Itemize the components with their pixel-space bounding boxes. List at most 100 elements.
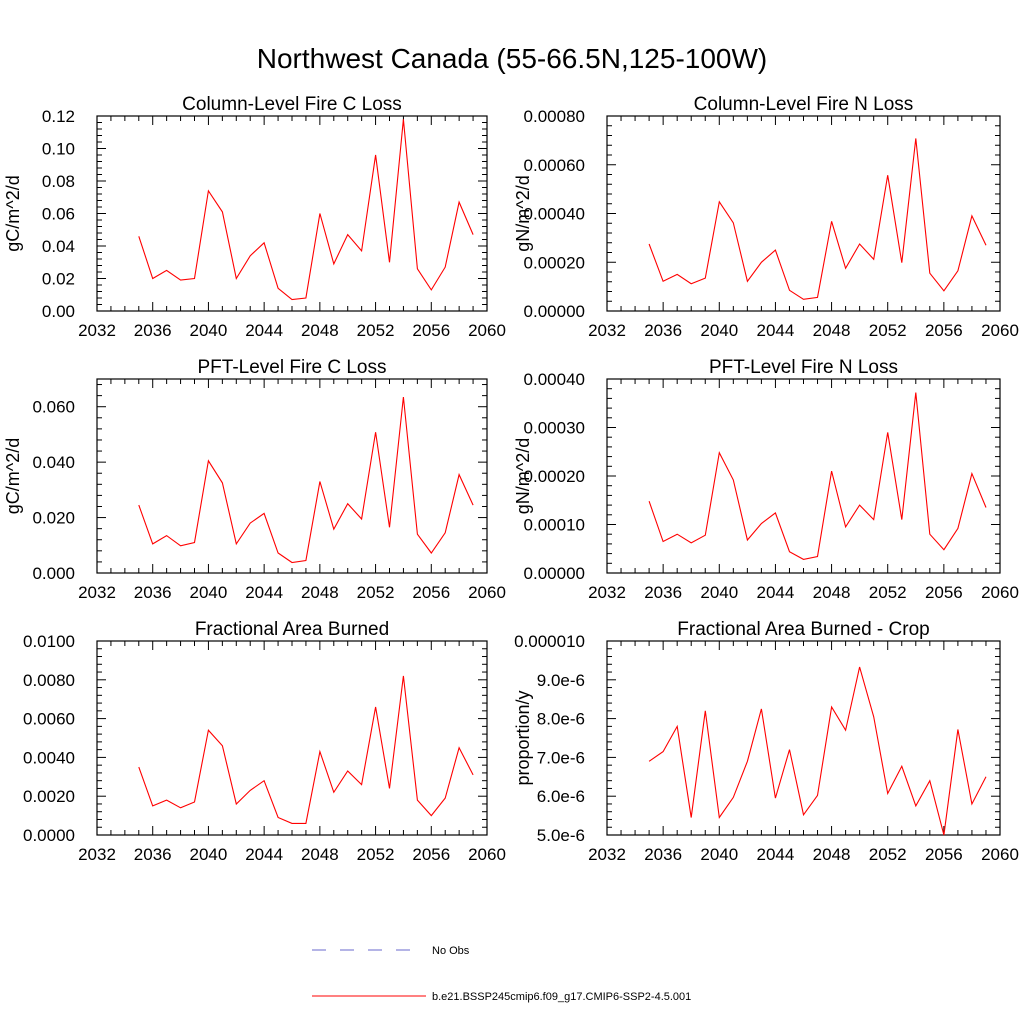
x-tick-label: 2048 [301,321,339,340]
chart-panel-3: PFT-Level Fire C Loss 2032 2036 2040 2044 204… [3,357,506,602]
y-tick-label: 7.0e-6 [537,748,585,767]
x-tick-label: 2036 [644,321,682,340]
chart-panel-5: Fractional Area Burned 2032 2036 2040 2044 20… [23,619,506,864]
x-tick-label: 2052 [357,321,395,340]
series-line [138,675,474,824]
x-tick-label: 2044 [245,321,283,340]
panel-title: Column-Level Fire C Loss [182,94,402,115]
y-tick-label: 0.00040 [524,370,585,389]
y-axis-title: gC/m^2/d [3,175,23,251]
x-tick-label: 2032 [588,321,626,340]
x-tick-label: 2060 [468,845,506,864]
x-tick-label: 2056 [925,845,963,864]
x-tick-label: 2044 [757,321,795,340]
chart-panel-2: Column-Level Fire N Loss 2032 2036 2040 2044… [513,94,1019,340]
y-tick-label: 0.00040 [524,205,585,224]
x-tick-label: 2044 [757,845,795,864]
y-tick-label: 0.060 [32,398,75,417]
x-tick-label: 2060 [981,583,1019,602]
y-tick-label: 0.00010 [524,516,585,535]
x-tick-label: 2048 [301,583,339,602]
y-tick-label: 0.06 [42,205,75,224]
x-tick-label: 2060 [468,583,506,602]
series-line [648,392,987,560]
x-tick-label: 2056 [412,845,450,864]
y-tick-label: 0.00 [42,302,75,321]
y-tick-label: 0.00000 [524,564,585,583]
y-axis-title: gC/m^2/d [3,438,23,514]
x-tick-label: 2044 [245,583,283,602]
y-tick-label: 0.0020 [23,787,75,806]
legend: No Obs b.e21.BSSP245cmip6.f09_g17.CMIP6-… [312,945,691,1003]
y-tick-label: 0.00080 [524,107,585,126]
panels: Column-Level Fire C Loss 2032 2036 2040 2044… [3,94,1019,864]
x-tick-label: 2048 [813,583,851,602]
y-tick-label: 0.000 [32,564,75,583]
y-tick-label: 0.00000 [524,302,585,321]
x-tick-label: 2032 [78,583,116,602]
x-tick-label: 2036 [134,321,172,340]
y-tick-label: 6.0e-6 [537,787,585,806]
legend-label-model: b.e21.BSSP245cmip6.f09_g17.CMIP6-SSP2-4.… [432,991,691,1003]
series-line [648,138,987,300]
y-tick-label: 0.040 [32,453,75,472]
x-tick-label: 2052 [869,845,907,864]
x-tick-label: 2052 [357,583,395,602]
x-tick-label: 2036 [644,583,682,602]
chart-panel-1: Column-Level Fire C Loss 2032 2036 2040 2044… [3,94,506,340]
y-tick-label: 0.0040 [23,748,75,767]
y-axis-title: gN/m^2/d [513,438,533,514]
y-tick-label: 0.00020 [524,467,585,486]
figure-title: Northwest Canada (55-66.5N,125-100W) [257,43,767,74]
y-tick-label: 0.0100 [23,632,75,651]
x-tick-label: 2056 [925,583,963,602]
y-tick-label: 5.0e-6 [537,826,585,845]
y-tick-label: 0.020 [32,509,75,528]
y-tick-label: 9.0e-6 [537,671,585,690]
x-tick-label: 2040 [190,321,228,340]
x-tick-label: 2052 [869,583,907,602]
y-axis-title: proportion/y [513,690,533,785]
chart-panel-6: Fractional Area Burned - Crop 2032 2036 204… [513,619,1019,864]
x-tick-label: 2048 [813,321,851,340]
x-tick-label: 2056 [925,321,963,340]
x-tick-label: 2056 [412,583,450,602]
y-tick-label: 8.0e-6 [537,710,585,729]
y-axis-title: gN/m^2/d [513,175,533,251]
x-tick-label: 2060 [981,845,1019,864]
x-tick-label: 2032 [588,583,626,602]
y-tick-label: 0.04 [42,237,75,256]
x-tick-label: 2040 [700,583,738,602]
panel-title: Fractional Area Burned - Crop [677,619,929,640]
y-tick-label: 0.08 [42,172,75,191]
series-line [138,396,474,564]
y-tick-label: 0.00060 [524,156,585,175]
x-tick-label: 2048 [301,845,339,864]
x-tick-label: 2044 [245,845,283,864]
x-tick-label: 2036 [134,845,172,864]
chart-panel-4: PFT-Level Fire N Loss 2032 2036 2040 2044 204… [513,357,1019,602]
x-tick-label: 2052 [869,321,907,340]
x-tick-label: 2040 [190,583,228,602]
x-tick-label: 2044 [757,583,795,602]
x-tick-label: 2056 [412,321,450,340]
y-tick-label: 0.00030 [524,419,585,438]
y-tick-label: 0.0000 [23,826,75,845]
x-tick-label: 2060 [468,321,506,340]
y-tick-label: 0.000010 [514,632,585,651]
y-tick-label: 0.12 [42,107,75,126]
y-tick-label: 0.10 [42,140,75,159]
legend-label-obs: No Obs [432,945,470,957]
panel-title: PFT-Level Fire N Loss [709,357,898,378]
y-tick-label: 0.00020 [524,253,585,272]
x-tick-label: 2040 [700,321,738,340]
panel-title: Column-Level Fire N Loss [694,94,914,115]
series-line [648,666,987,836]
x-tick-label: 2060 [981,321,1019,340]
x-tick-label: 2032 [588,845,626,864]
x-tick-label: 2040 [700,845,738,864]
x-tick-label: 2036 [134,583,172,602]
x-tick-label: 2036 [644,845,682,864]
